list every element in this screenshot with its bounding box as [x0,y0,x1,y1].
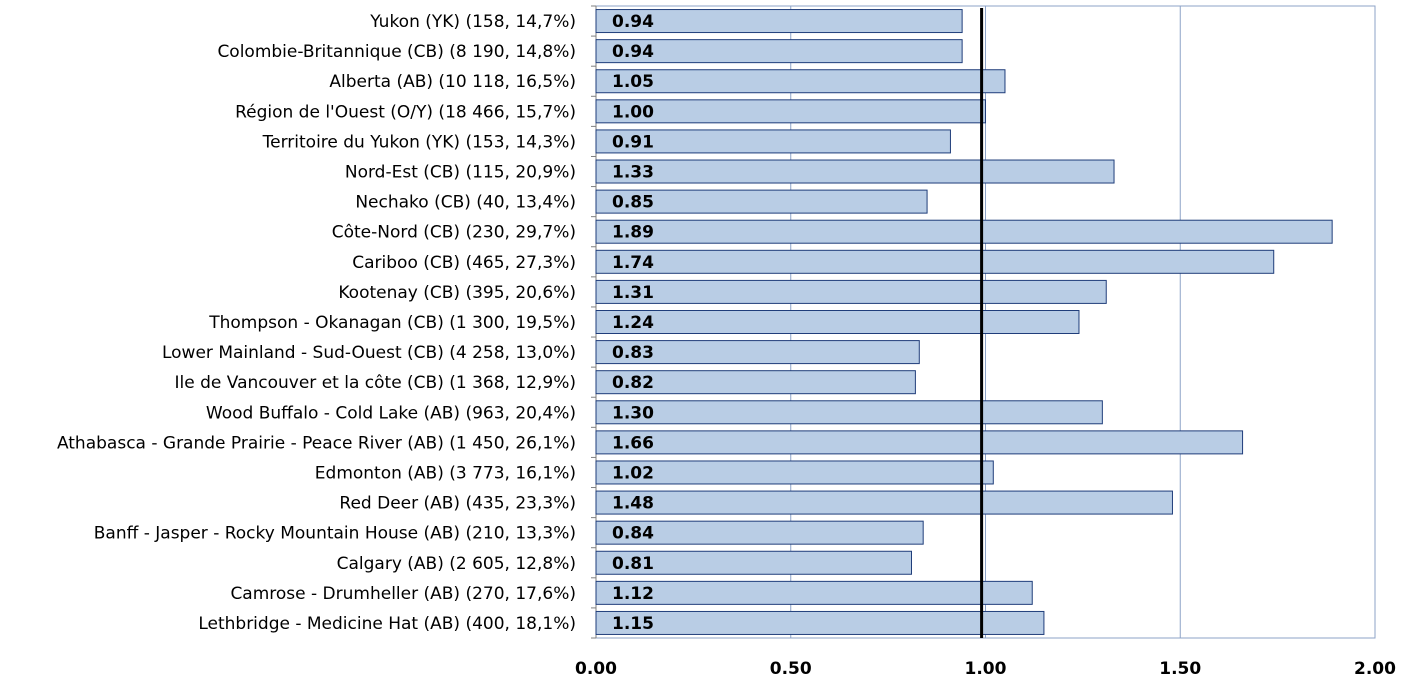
x-tick-label: 2.00 [1354,659,1396,679]
bar [595,430,1244,455]
data-label: 0.94 [612,42,654,62]
data-label: 0.94 [612,12,654,32]
x-tick-label: 1.50 [1159,659,1201,679]
bar [595,69,1006,94]
data-label: 0.81 [612,554,654,574]
category-label: Côte-Nord (CB) (230, 29,7%) [332,223,576,243]
bar-layer [595,9,1333,635]
category-label: Thompson - Okanagan (CB) (1 300, 19,5%) [208,313,576,333]
x-tick-label: 0.50 [770,659,812,679]
data-label: 0.82 [612,373,654,393]
category-label: Alberta (AB) (10 118, 16,5%) [329,72,576,92]
category-label: Yukon (YK) (158, 14,7%) [369,12,576,32]
bar [595,460,994,485]
label-layer: 0.94 Yukon (YK) (158, 14,7%) 0.94 Colombie-… [57,12,1396,679]
bar [595,610,1045,635]
data-label: 1.00 [612,102,654,122]
data-label: 1.05 [612,72,654,92]
category-label: Kootenay (CB) (395, 20,6%) [338,283,576,303]
bar [595,340,920,365]
category-label: Cariboo (CB) (465, 27,3%) [352,253,576,273]
x-tick-label: 1.00 [965,659,1007,679]
bar [595,129,951,154]
bar [595,310,1080,334]
bar [595,39,963,64]
bar [595,400,1103,425]
category-label: Colombie-Britannique (CB) (8 190, 14,8%) [217,42,576,62]
data-label: 0.85 [612,193,654,213]
data-label: 1.24 [612,313,654,333]
data-label: 1.31 [612,283,654,303]
category-label: Nord-Est (CB) (115, 20,9%) [345,163,576,183]
category-label: Athabasca - Grande Prairie - Peace River… [57,433,576,453]
category-label: Région de l'Ouest (O/Y) (18 466, 15,7%) [235,102,576,122]
bar [595,490,1173,515]
data-label: 1.12 [612,584,654,604]
data-label: 1.66 [612,433,654,453]
category-label: Camrose - Drumheller (AB) (270, 17,6%) [230,584,576,604]
bar [595,370,916,395]
bar [595,159,1115,184]
bar [595,580,1033,605]
data-label: 1.02 [612,463,654,483]
bar [595,99,986,124]
bar [595,249,1275,274]
category-label: Territoire du Yukon (YK) (153, 14,3%) [262,132,576,152]
bar [595,520,924,545]
category-label: Ile de Vancouver et la côte (CB) (1 368,… [175,373,576,393]
category-label: Lower Mainland - Sud-Ouest (CB) (4 258, … [162,343,576,363]
data-label: 1.15 [612,614,654,634]
data-label: 0.84 [612,524,654,544]
bar [595,279,1107,304]
data-label: 1.30 [612,403,654,423]
category-label: Edmonton (AB) (3 773, 16,1%) [315,463,576,483]
category-label: Banff - Jasper - Rocky Mountain House (A… [94,524,576,544]
bar [595,9,963,34]
category-label: Lethbridge - Medicine Hat (AB) (400, 18,… [198,614,576,634]
bar [595,550,912,575]
x-tick-label: 0.00 [575,659,617,679]
bar [595,219,1333,244]
data-label: 1.33 [612,163,654,183]
data-label: 0.83 [612,343,654,363]
bar [595,189,928,214]
category-label: Nechako (CB) (40, 13,4%) [355,193,576,213]
category-label: Wood Buffalo - Cold Lake (AB) (963, 20,4… [206,403,576,423]
category-label: Red Deer (AB) (435, 23,3%) [339,494,576,514]
data-label: 0.91 [612,132,654,152]
data-label: 1.48 [612,494,654,514]
data-label: 1.89 [612,223,654,243]
category-label: Calgary (AB) (2 605, 12,8%) [337,554,576,574]
data-label: 1.74 [612,253,654,273]
